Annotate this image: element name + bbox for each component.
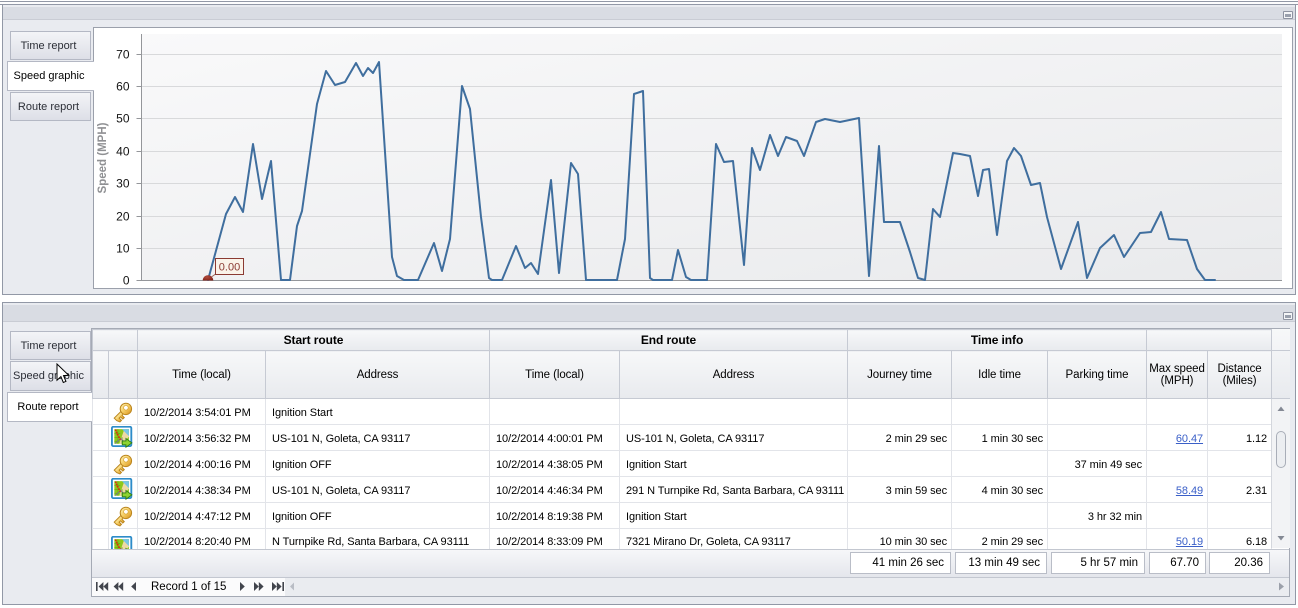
svg-text:70: 70	[116, 48, 130, 62]
svg-text:Speed (MPH): Speed (MPH)	[97, 122, 109, 193]
svg-text:30: 30	[116, 177, 130, 191]
svg-text:0.00: 0.00	[219, 262, 240, 274]
svg-text:20: 20	[116, 210, 130, 224]
svg-text:50: 50	[116, 112, 130, 126]
svg-text:10: 10	[116, 242, 130, 256]
svg-text:60: 60	[116, 80, 130, 94]
svg-text:0: 0	[123, 274, 130, 288]
svg-text:40: 40	[116, 145, 130, 159]
